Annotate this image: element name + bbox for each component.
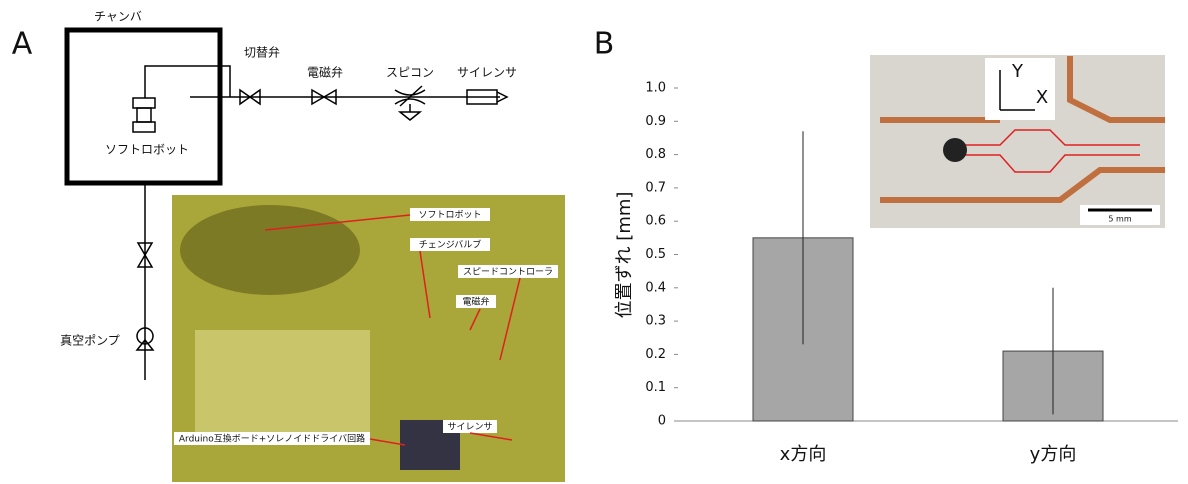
label: ソフトロボット [105,143,189,157]
label: サイレンサ [447,422,492,433]
photo-shape [180,205,360,295]
label: 真空ポンプ [60,334,120,348]
chamber [67,30,220,183]
panel-label: B [594,27,615,62]
label: チェンジバルブ [419,239,481,251]
label: 電磁弁 [307,65,343,80]
y-tick-label: 1.0 [645,81,666,96]
x-tick-label: x方向 [780,444,827,465]
y-tick-label: 0.7 [645,180,666,195]
y-tick-label: 0.8 [645,147,666,162]
y-tick-label: 0 [658,414,666,429]
robot-icon [133,98,155,108]
label: 5 mm [1108,215,1131,224]
label: 電磁弁 [462,296,489,308]
label: チャンバ [94,10,142,24]
label: サイレンサ [457,66,517,80]
y-tick-label: 0.6 [645,214,666,229]
label: Arduino互換ボード+ソレノイドドライバ回路 [179,433,365,445]
robot-icon [137,108,151,122]
figure: A B チャンバ ソフトロボット 切替弁 電磁弁 スピコン サイレンサ 真空ポン… [0,0,1188,484]
y-axis-label: 位置ずれ [mm] [614,192,635,319]
label: 切替弁 [244,45,280,60]
label: ソフトロボット [418,210,481,221]
photo: ソフトロボット チェンジバルブ スピードコントローラ 電磁弁 サイレンサ Ard… [172,195,565,482]
photo-shape [195,330,370,440]
y-tick-label: 0.3 [645,314,666,329]
y-tick-label: 0.5 [645,247,666,262]
y-tick-label: 0.1 [645,380,666,395]
label: スピードコントローラ [463,267,553,278]
robot-icon [133,122,155,132]
speed-controller [400,104,420,120]
label: X [1036,87,1048,108]
panel-label: A [12,27,33,62]
robot [943,138,967,162]
y-tick-label: 0.4 [645,280,666,295]
y-tick-label: 0.9 [645,114,666,129]
y-tick-label: 0.2 [645,347,666,362]
label: スピコン [386,66,434,80]
speed-controller [395,86,425,106]
inset: Y X 5 mm [870,55,1165,228]
label: Y [1011,61,1024,82]
x-tick-label: y方向 [1030,444,1077,465]
